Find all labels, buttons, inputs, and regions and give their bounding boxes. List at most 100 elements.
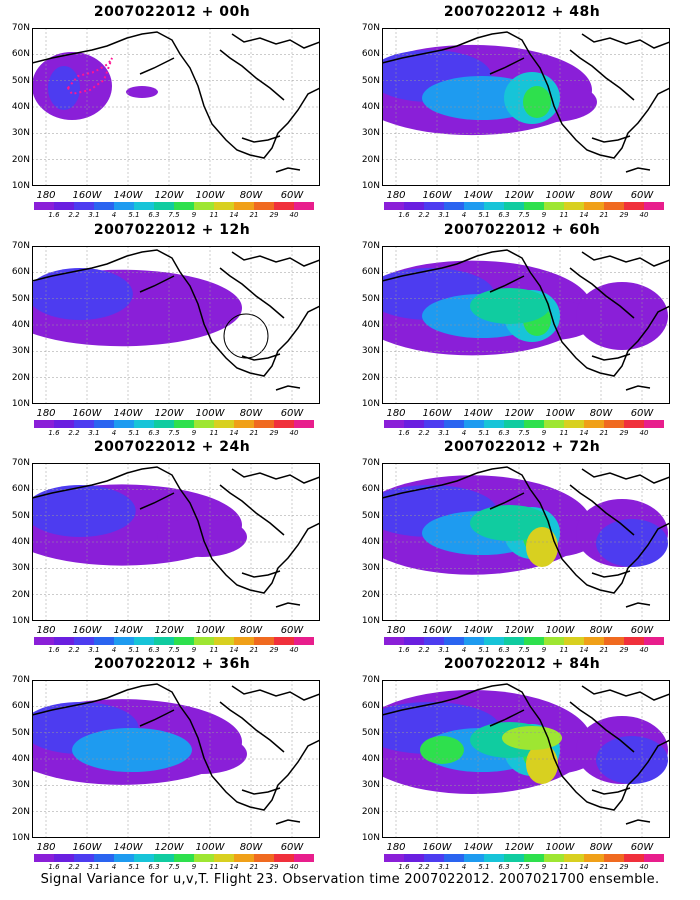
colorbar-label: 7.5 [168, 863, 180, 871]
latitude-label: 30N [11, 563, 30, 574]
colorbar-label: 6.3 [148, 429, 160, 437]
colorbar-swatch [444, 854, 464, 862]
longitude-label: 60W [630, 625, 654, 636]
coastline [625, 167, 651, 173]
colorbar-swatch [584, 420, 604, 428]
longitude-label: 60W [630, 842, 654, 853]
longitude-label: 100W [195, 625, 225, 636]
latitude-label: 40N [361, 102, 380, 112]
coastline [591, 570, 631, 578]
longitude-label: 140W [113, 842, 143, 853]
coastline [581, 685, 670, 701]
colorbar-label: 21 [599, 211, 609, 219]
latitude-label: 50N [11, 727, 30, 738]
coastline [231, 468, 320, 484]
panel-title: 2007022012 + 12h [93, 222, 251, 238]
longitude-label: 120W [504, 408, 534, 419]
latitude-label: 30N [11, 128, 30, 139]
colorbar-label: 14 [229, 863, 239, 871]
colorbar-swatch [424, 420, 444, 428]
colorbar-label: 9 [191, 429, 197, 437]
longitude-label: 100W [195, 842, 225, 853]
colorbar-label: 6.3 [148, 863, 160, 871]
map-frame [382, 463, 670, 621]
coastline [275, 167, 301, 173]
latitude-label: 70N [361, 458, 380, 468]
colorbar-label: 5.1 [478, 863, 490, 871]
colorbar-swatch [274, 637, 294, 645]
colorbar-label: 7.5 [518, 211, 530, 219]
map-frame [382, 246, 670, 404]
latitude-label: 30N [361, 563, 380, 574]
colorbar [34, 854, 314, 862]
coastline [219, 701, 285, 753]
colorbar-label: 11 [209, 429, 219, 437]
latitude-label: 30N [361, 780, 380, 791]
colorbar-label: 9 [191, 211, 197, 219]
longitude-label: 160W [422, 408, 452, 419]
colorbar-label: 4 [461, 646, 467, 654]
colorbar-label: 2.2 [68, 211, 80, 219]
colorbar-label: 21 [599, 429, 609, 437]
coastline [32, 466, 320, 594]
colorbar-label: 11 [209, 211, 219, 219]
colorbar-swatch [384, 202, 404, 210]
colorbar-swatch [74, 202, 94, 210]
colorbar-label: 4 [111, 646, 117, 654]
latitude-label: 10N [11, 399, 30, 409]
coastline [275, 385, 301, 391]
map-svg [32, 246, 320, 404]
colorbar-label: 9 [541, 646, 547, 654]
colorbar-swatch [504, 202, 524, 210]
colorbar-swatch [34, 854, 54, 862]
longitude-label: 80W [589, 842, 613, 853]
colorbar-swatch [544, 202, 564, 210]
longitude-label: 160W [422, 625, 452, 636]
latitude-label: 10N [361, 399, 380, 409]
coastline [489, 709, 525, 727]
map-svg [382, 680, 670, 838]
colorbar-label: 14 [579, 211, 589, 219]
colorbar-label: 14 [229, 211, 239, 219]
colorbar-swatch [54, 420, 74, 428]
colorbar-swatch [604, 420, 624, 428]
longitude-label: 140W [113, 190, 143, 201]
variance-contour [126, 86, 158, 98]
colorbar-label: 3.1 [438, 429, 450, 437]
colorbar-label: 6.3 [148, 646, 160, 654]
colorbar-swatch [584, 202, 604, 210]
latitude-label: 20N [361, 372, 380, 383]
longitude-label: 100W [545, 842, 575, 853]
colorbar-label: 5.1 [128, 429, 140, 437]
longitude-label: 140W [113, 408, 143, 419]
colorbar-swatch [384, 420, 404, 428]
colorbar-label: 3.1 [88, 646, 100, 654]
colorbar-swatch [384, 637, 404, 645]
colorbar-swatch [94, 202, 114, 210]
colorbar-swatch [464, 420, 484, 428]
coastline [32, 249, 320, 377]
colorbar-swatch [584, 854, 604, 862]
colorbar-label: 40 [639, 429, 649, 437]
colorbar-label: 2.2 [68, 863, 80, 871]
longitude-label: 140W [463, 625, 493, 636]
colorbar-label: 21 [599, 646, 609, 654]
latitude-label: 50N [361, 727, 380, 738]
colorbar-label: 7.5 [518, 863, 530, 871]
latitude-label: 30N [361, 346, 380, 357]
colorbar-label: 5.1 [128, 863, 140, 871]
latitude-label: 60N [11, 267, 30, 278]
colorbar-swatch [154, 637, 174, 645]
colorbar-label: 11 [559, 863, 569, 871]
colorbar-label: 14 [579, 429, 589, 437]
coastline [569, 484, 635, 536]
map-svg [32, 28, 320, 186]
coastline [219, 484, 285, 536]
colorbar-label: 2.2 [418, 429, 430, 437]
colorbar-label: 29 [619, 211, 629, 219]
colorbar-label: 4 [461, 429, 467, 437]
colorbar-swatch [34, 420, 54, 428]
colorbar-label: 40 [289, 211, 299, 219]
coastline [139, 275, 175, 293]
coastline [489, 275, 525, 293]
